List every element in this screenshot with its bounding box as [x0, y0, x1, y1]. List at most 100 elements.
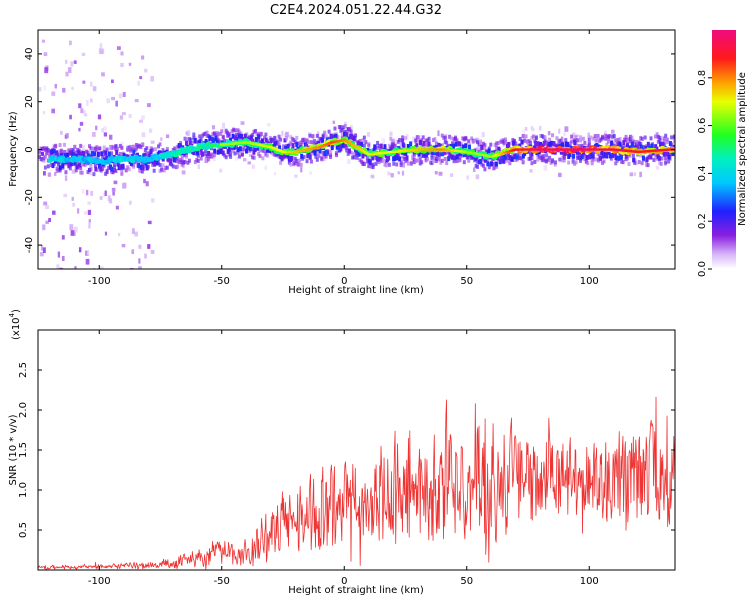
- spectrogram-xtick-label: 50: [460, 276, 473, 287]
- spectrogram-halo-cell: [190, 141, 194, 146]
- spectrogram-noise-cell: [412, 136, 416, 143]
- spectrogram-band-cell: [325, 137, 329, 143]
- spectrogram-halo-cell: [38, 150, 41, 155]
- spectrogram-noise-cell: [222, 122, 226, 129]
- spectrogram-halo-cell: [295, 158, 299, 163]
- spectrogram-halo-cell: [151, 162, 155, 167]
- spectrogram-halo-cell: [434, 156, 438, 161]
- spectrogram-halo-cell: [576, 138, 580, 143]
- spectrogram-halo-cell: [612, 143, 616, 148]
- spectrogram-noise-cell: [450, 173, 454, 177]
- colorbar-tick-label: 0.0: [697, 261, 708, 277]
- spectrogram-noise-cell: [204, 157, 209, 163]
- snr-ytick-label: 2.5: [18, 362, 29, 378]
- spectrogram-halo-cell: [254, 128, 258, 133]
- spectrogram-halo-cell: [664, 133, 668, 138]
- spectrogram-band-cell: [644, 145, 648, 151]
- spectrogram-halo-cell: [311, 133, 315, 138]
- spectrogram-band-cell: [427, 141, 431, 147]
- spectrogram-band-cell: [641, 155, 645, 161]
- spectrogram-noise-cell: [120, 171, 124, 176]
- spectrogram-noise-cell: [51, 108, 56, 114]
- spectrogram-halo-cell: [207, 157, 211, 162]
- spectrogram-band-cell: [280, 155, 284, 161]
- spectrogram-halo-cell: [565, 151, 569, 156]
- spectrogram-noise-cell: [390, 173, 394, 178]
- spectrogram-noise-cell: [131, 228, 135, 235]
- spectrogram-band-cell: [227, 146, 231, 152]
- spectrogram-halo-cell: [467, 158, 471, 163]
- spectrogram-halo-cell: [458, 155, 462, 160]
- spectrogram-halo-cell: [262, 149, 266, 154]
- spectrogram-noise-cell: [294, 174, 298, 178]
- spectrogram-halo-cell: [423, 144, 427, 149]
- spectrogram-halo-cell: [93, 163, 97, 168]
- spectrogram-band-cell: [441, 151, 445, 157]
- spectrogram-halo-cell: [257, 152, 261, 157]
- spectrogram-noise-cell: [120, 141, 124, 145]
- spectrogram-halo-cell: [483, 167, 487, 172]
- spectrogram-band-cell: [503, 154, 507, 160]
- spectrogram-band-cell: [384, 153, 388, 159]
- spectrogram-halo-cell: [414, 138, 418, 143]
- spectrogram-band-cell: [610, 140, 614, 146]
- spectrogram-halo-cell: [508, 161, 512, 166]
- spectrogram-band-cell: [479, 158, 482, 164]
- spectrogram-halo-cell: [261, 156, 265, 161]
- spectrogram-noise-cell: [332, 120, 336, 124]
- spectrogram-halo-cell: [392, 138, 396, 143]
- spectrogram-halo-cell: [387, 162, 391, 167]
- spectrogram-halo-cell: [251, 147, 255, 152]
- spectrogram-noise-cell: [115, 205, 119, 210]
- spectrogram-halo-cell: [614, 161, 618, 166]
- spectrogram-halo-cell: [279, 137, 283, 142]
- spectrogram-halo-cell: [534, 136, 538, 141]
- spectrogram-halo-cell: [192, 135, 196, 140]
- spectrogram-noise-cell: [633, 172, 636, 177]
- spectrogram-noise-cell: [143, 178, 146, 184]
- spectrogram-band-cell: [324, 149, 328, 155]
- spectrogram-halo-cell: [42, 158, 46, 163]
- spectrogram-halo-cell: [427, 136, 431, 141]
- spectrogram-halo-cell: [204, 148, 208, 153]
- spectrogram-noise-cell: [73, 60, 77, 64]
- spectrogram-noise-cell: [87, 209, 92, 215]
- spectrogram-halo-cell: [186, 160, 190, 165]
- spectrogram-noise-cell: [133, 277, 135, 282]
- spectrogram-noise-cell: [434, 171, 438, 175]
- spectrogram-band-cell: [155, 160, 159, 166]
- spectrogram-halo-cell: [229, 154, 233, 159]
- spectrogram-halo-cell: [430, 153, 434, 158]
- spectrogram-halo-cell: [220, 129, 224, 134]
- spectrogram-halo-cell: [476, 140, 480, 145]
- spectrogram-noise-cell: [141, 55, 145, 60]
- spectrogram-halo-cell: [483, 143, 487, 148]
- spectrogram-halo-cell: [364, 140, 368, 145]
- spectrogram-band-cell: [148, 153, 152, 159]
- spectrogram-band-cell: [372, 148, 376, 154]
- spectrogram-noise-cell: [106, 98, 110, 104]
- snr-xtick-label: 0: [341, 576, 347, 587]
- spectrogram-halo-cell: [293, 139, 297, 144]
- spectrogram-noise-cell: [560, 136, 564, 141]
- spectrogram-halo-cell: [440, 133, 444, 138]
- spectrogram-noise-cell: [138, 244, 142, 249]
- spectrogram-halo-cell: [371, 162, 375, 167]
- figure-title: C2E4.2024.051.22.44.G32: [270, 3, 442, 18]
- snr-marks: [38, 396, 675, 570]
- spectrogram-halo-cell: [71, 148, 75, 153]
- spectrogram-noise-cell: [477, 147, 480, 153]
- spectrogram-halo-cell: [377, 160, 381, 165]
- spectrogram-noise-cell: [88, 222, 91, 229]
- spectrogram-halo-cell: [658, 135, 662, 140]
- spectrogram-halo-cell: [505, 156, 509, 161]
- spectrogram-panel: -100 -50 0 50 100 -40 -20 0 20 40 Height of strai…: [8, 29, 676, 296]
- spectrogram-halo-cell: [495, 164, 499, 169]
- spectrogram-halo-cell: [365, 159, 369, 164]
- spectrogram-halo-cell: [389, 136, 393, 141]
- spectrogram-halo-cell: [520, 156, 524, 161]
- spectrogram-noise-cell: [45, 220, 49, 225]
- spectrogram-halo-cell: [79, 143, 83, 148]
- colorbar-tick-label: 0.2: [697, 213, 708, 229]
- spectrogram-halo-cell: [265, 153, 269, 158]
